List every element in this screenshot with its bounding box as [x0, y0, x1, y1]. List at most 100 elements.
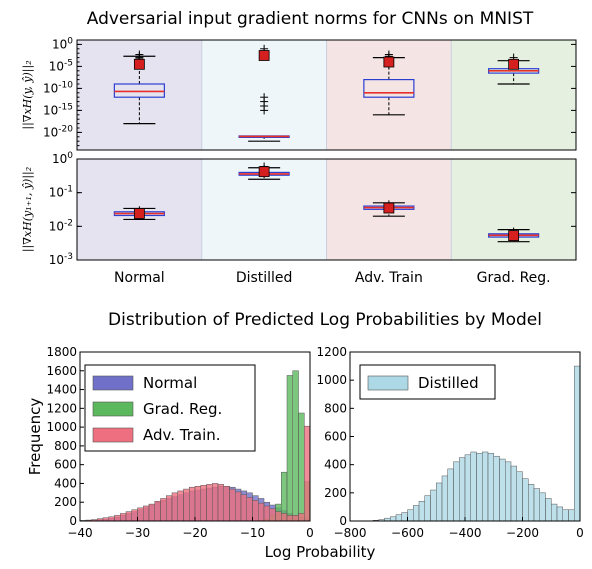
histogram-bar [476, 453, 483, 522]
y-tick-label: 1200 [46, 401, 77, 415]
histogram-bar [160, 498, 167, 522]
mean-marker [258, 166, 270, 178]
y-tick-label: 10-1 [49, 185, 73, 200]
histogram-bar [269, 508, 276, 522]
y-tick-label: 10-3 [49, 252, 73, 267]
x-tick-label: −200 [506, 526, 539, 540]
histogram-bar [556, 506, 563, 522]
histogram-bar [281, 513, 288, 522]
y-tick-label: 600 [54, 458, 77, 472]
histogram-bar [568, 509, 575, 522]
histogram-bar [545, 498, 552, 522]
y-tick-label: 600 [324, 430, 347, 444]
mean-marker [133, 58, 145, 70]
histogram-bar [286, 515, 293, 522]
box-distilled [238, 44, 290, 142]
y-tick-label: 100 [52, 151, 73, 166]
y-tick-label: 10-10 [43, 80, 73, 95]
histogram-bar [516, 471, 523, 522]
histogram-bar [263, 505, 270, 522]
x-tick-label: −40 [67, 526, 92, 540]
x-tick-label: −400 [449, 526, 482, 540]
histogram-bar [194, 486, 201, 522]
histogram-bar [240, 494, 247, 522]
legend: Normal Grad. Reg. Adv. Train. [84, 364, 256, 452]
histogram-bar [229, 488, 236, 522]
y-tick-label: 1200 [316, 345, 347, 359]
histogram-bar [246, 497, 253, 522]
legend-swatch [367, 375, 409, 391]
histogram-bar [574, 365, 581, 522]
y-tick-label: 10-15 [43, 102, 73, 117]
x-tick-label: −20 [182, 526, 207, 540]
y-tick-label: 10-5 [49, 58, 73, 73]
box-adv-train [363, 200, 415, 217]
histogram-bar [562, 509, 569, 522]
histogram-bar [505, 461, 512, 522]
y-tick-label: 1000 [46, 420, 77, 434]
bottom-figure-title: Distribution of Predicted Log Probabilit… [108, 310, 542, 330]
histogram-bar [407, 509, 414, 522]
y-tick-label: 10-20 [43, 124, 73, 139]
histogram-bar [125, 511, 132, 522]
y-axis-label: ||∇xH(y₁₊₁, ŷ)||₂ [21, 167, 35, 252]
y-tick-label: 200 [54, 495, 77, 509]
histogram-bar [298, 513, 305, 522]
y-tick-label: 100 [52, 36, 73, 51]
histogram-bar [499, 458, 506, 522]
histogram-bar [143, 505, 150, 522]
histogram-bar [258, 502, 265, 522]
histogram-bar [235, 491, 242, 522]
histogram-bar [470, 451, 477, 522]
mean-marker [258, 50, 270, 61]
x-tick-label: 0 [306, 526, 314, 540]
x-tick-label: −600 [391, 526, 424, 540]
histogram-bar [171, 492, 178, 522]
series-grad-reg- [258, 370, 311, 522]
box-normal [113, 206, 165, 221]
histogram-bar [464, 454, 471, 522]
legend-swatch [92, 375, 134, 391]
iqr-box [363, 78, 415, 98]
y-tick-label: 800 [54, 439, 77, 453]
histogram-bar [183, 488, 190, 522]
histogram-bar [292, 515, 299, 522]
category-label: Adv. Train [355, 270, 423, 286]
legend-label: Grad. Reg. [143, 400, 222, 418]
mean-marker [383, 56, 395, 68]
category-label: Distilled [236, 270, 293, 286]
histogram-bar [275, 511, 282, 522]
histogram-bar [551, 503, 558, 522]
histogram-bar [539, 492, 546, 522]
series-adv-train- [79, 425, 311, 522]
y-tick-label: 200 [324, 486, 347, 500]
histogram-bar [413, 505, 420, 522]
histogram-bar [418, 501, 425, 522]
histogram-bar [298, 412, 305, 522]
plot-frame [349, 351, 581, 522]
legend-label: Distilled [418, 374, 479, 392]
legend: Distilled [359, 364, 496, 400]
plot-frame [79, 351, 311, 522]
histogram-bar [131, 509, 138, 522]
mean-marker [383, 202, 395, 214]
top-box-panel: 100 10-5 10-10 10-15 10-20 ||∇xH(y, ŷ)||₂ [21, 36, 577, 151]
histogram-bar [447, 468, 454, 522]
histogram-bar [487, 453, 494, 522]
histogram-bar [177, 490, 184, 522]
y-tick-label: 1400 [46, 383, 77, 397]
middle-box-panel: 100 10-1 10-2 10-3 Normal Distilled Adv. Train… [21, 151, 577, 286]
histogram-bar [395, 514, 402, 522]
box-grad-reg- [488, 227, 540, 243]
histogram-bar [217, 484, 224, 522]
x-tick-label: −10 [240, 526, 265, 540]
histogram-bar [453, 461, 460, 522]
series-distilled [372, 365, 581, 522]
category-label: Normal [114, 270, 165, 286]
y-axis-label: Frequency [26, 398, 44, 476]
histogram-bar [533, 488, 540, 522]
histogram-bar [154, 501, 161, 522]
histogram-bar [304, 425, 311, 522]
mean-marker [508, 230, 520, 242]
histogram-bar [459, 457, 466, 522]
